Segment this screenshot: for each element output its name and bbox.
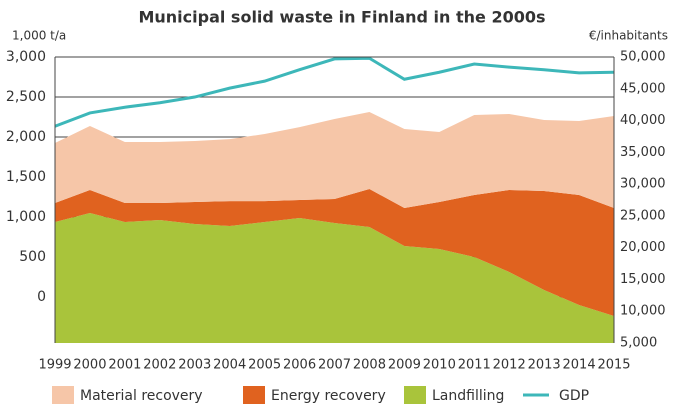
y-tick-label: 2,000 bbox=[6, 129, 46, 145]
chart-title: Municipal solid waste in Finland in the … bbox=[138, 8, 545, 27]
x-tick-label: 2000 bbox=[73, 358, 106, 373]
legend-swatch bbox=[404, 386, 426, 404]
x-tick-label: 2006 bbox=[283, 358, 316, 373]
x-tick-label: 2005 bbox=[248, 358, 281, 373]
x-tick-label: 2009 bbox=[388, 358, 421, 373]
x-tick-label: 2011 bbox=[458, 358, 491, 373]
line bbox=[54, 56, 615, 128]
y2-tick-label: 25,000 bbox=[620, 208, 666, 223]
y2-tick-label: 20,000 bbox=[620, 240, 666, 255]
area bbox=[55, 112, 614, 209]
area bbox=[55, 189, 614, 316]
legend-label: Energy recovery bbox=[271, 388, 386, 404]
legend-label: Material recovery bbox=[80, 388, 203, 404]
y-tick-label: 1,500 bbox=[6, 169, 46, 185]
legend-swatch bbox=[52, 386, 74, 404]
x-tick-label: 2013 bbox=[528, 358, 561, 373]
y2-tick-label: 10,000 bbox=[620, 304, 666, 319]
y2-tick-label: 15,000 bbox=[620, 272, 666, 287]
y2-tick-label: 40,000 bbox=[620, 113, 666, 128]
y-tick-label: 2,500 bbox=[6, 89, 46, 105]
y-axis-label: 1,000 t/a bbox=[12, 29, 66, 43]
x-tick-label: 2012 bbox=[493, 358, 526, 373]
x-tick-label: 2004 bbox=[213, 358, 246, 373]
x-tick-label: 2003 bbox=[178, 358, 211, 373]
x-tick-label: 2008 bbox=[353, 358, 386, 373]
x-tick-label: 2002 bbox=[143, 358, 176, 373]
x-tick-label: 2007 bbox=[318, 358, 351, 373]
y-tick-label: 1,000 bbox=[6, 209, 46, 225]
legend-label: GDP bbox=[559, 388, 589, 404]
y-tick-label: 0 bbox=[37, 289, 46, 305]
y2-tick-label: 30,000 bbox=[620, 177, 666, 192]
x-tick-label: 1999 bbox=[38, 358, 71, 373]
y2-tick-label: 5,000 bbox=[620, 336, 657, 351]
x-tick-label: 2001 bbox=[108, 358, 141, 373]
y2-tick-label: 50,000 bbox=[620, 50, 666, 65]
x-tick-label: 2015 bbox=[597, 358, 630, 373]
legend-swatch bbox=[243, 386, 265, 404]
y-tick-label: 3,000 bbox=[6, 49, 46, 65]
y2-tick-label: 35,000 bbox=[620, 145, 666, 160]
area bbox=[55, 213, 614, 343]
y2-axis-label: €/inhabitants bbox=[589, 29, 668, 43]
x-tick-label: 2010 bbox=[423, 358, 456, 373]
x-tick-label: 2014 bbox=[563, 358, 596, 373]
y2-tick-label: 45,000 bbox=[620, 81, 666, 96]
legend-label: Landfilling bbox=[432, 388, 504, 404]
y-tick-label: 500 bbox=[19, 249, 46, 265]
